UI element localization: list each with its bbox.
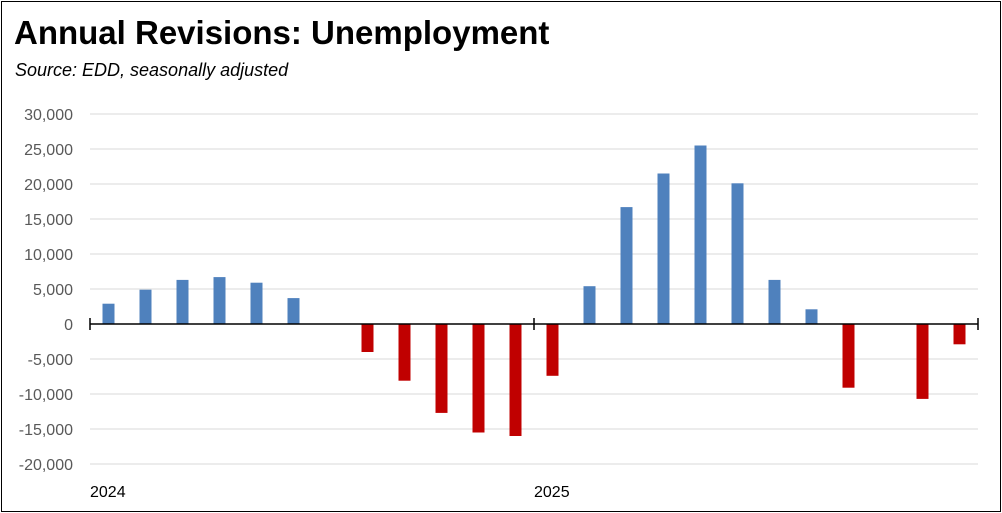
y-tick-label: -20,000 (19, 457, 73, 474)
x-category-label: 2025 (534, 484, 570, 501)
y-tick-label: 15,000 (24, 212, 73, 229)
bar (287, 298, 300, 324)
y-tick-label: 25,000 (24, 142, 73, 159)
bar (176, 279, 189, 324)
bar (583, 286, 596, 324)
bar (620, 207, 633, 324)
bar (361, 324, 374, 352)
bar (435, 324, 448, 413)
bar (842, 324, 855, 388)
y-tick-label: 5,000 (33, 282, 73, 299)
bar (731, 183, 744, 324)
bar (472, 324, 485, 433)
bar (768, 279, 781, 324)
bar (657, 173, 670, 324)
bar (102, 303, 115, 324)
y-tick-label: 30,000 (24, 107, 73, 124)
y-tick-label: -10,000 (19, 387, 73, 404)
bar (139, 289, 152, 324)
y-tick-label: 20,000 (24, 177, 73, 194)
bar (250, 282, 263, 324)
x-category-label: 2024 (90, 484, 126, 501)
y-axis-ticks: 30,000 25,000 20,000 15,000 10,000 5,000 0 -5,0… (19, 107, 73, 474)
y-tick-label: 0 (64, 317, 73, 334)
x-axis (89, 318, 979, 330)
bar (546, 324, 559, 376)
bar (805, 309, 818, 324)
y-tick-label: -5,000 (28, 352, 73, 369)
bar (509, 324, 522, 436)
bars (102, 145, 966, 436)
x-axis-labels: 2024 2025 (90, 484, 570, 501)
gridlines (90, 113, 978, 465)
bar (916, 324, 929, 399)
bar (213, 277, 226, 324)
y-tick-label: 10,000 (24, 247, 73, 264)
bar (398, 324, 411, 381)
bar (953, 324, 966, 345)
bar (694, 145, 707, 324)
chart-title: Annual Revisions: Unemployment (14, 14, 550, 51)
chart-subtitle: Source: EDD, seasonally adjusted (15, 60, 289, 80)
y-tick-label: -15,000 (19, 422, 73, 439)
